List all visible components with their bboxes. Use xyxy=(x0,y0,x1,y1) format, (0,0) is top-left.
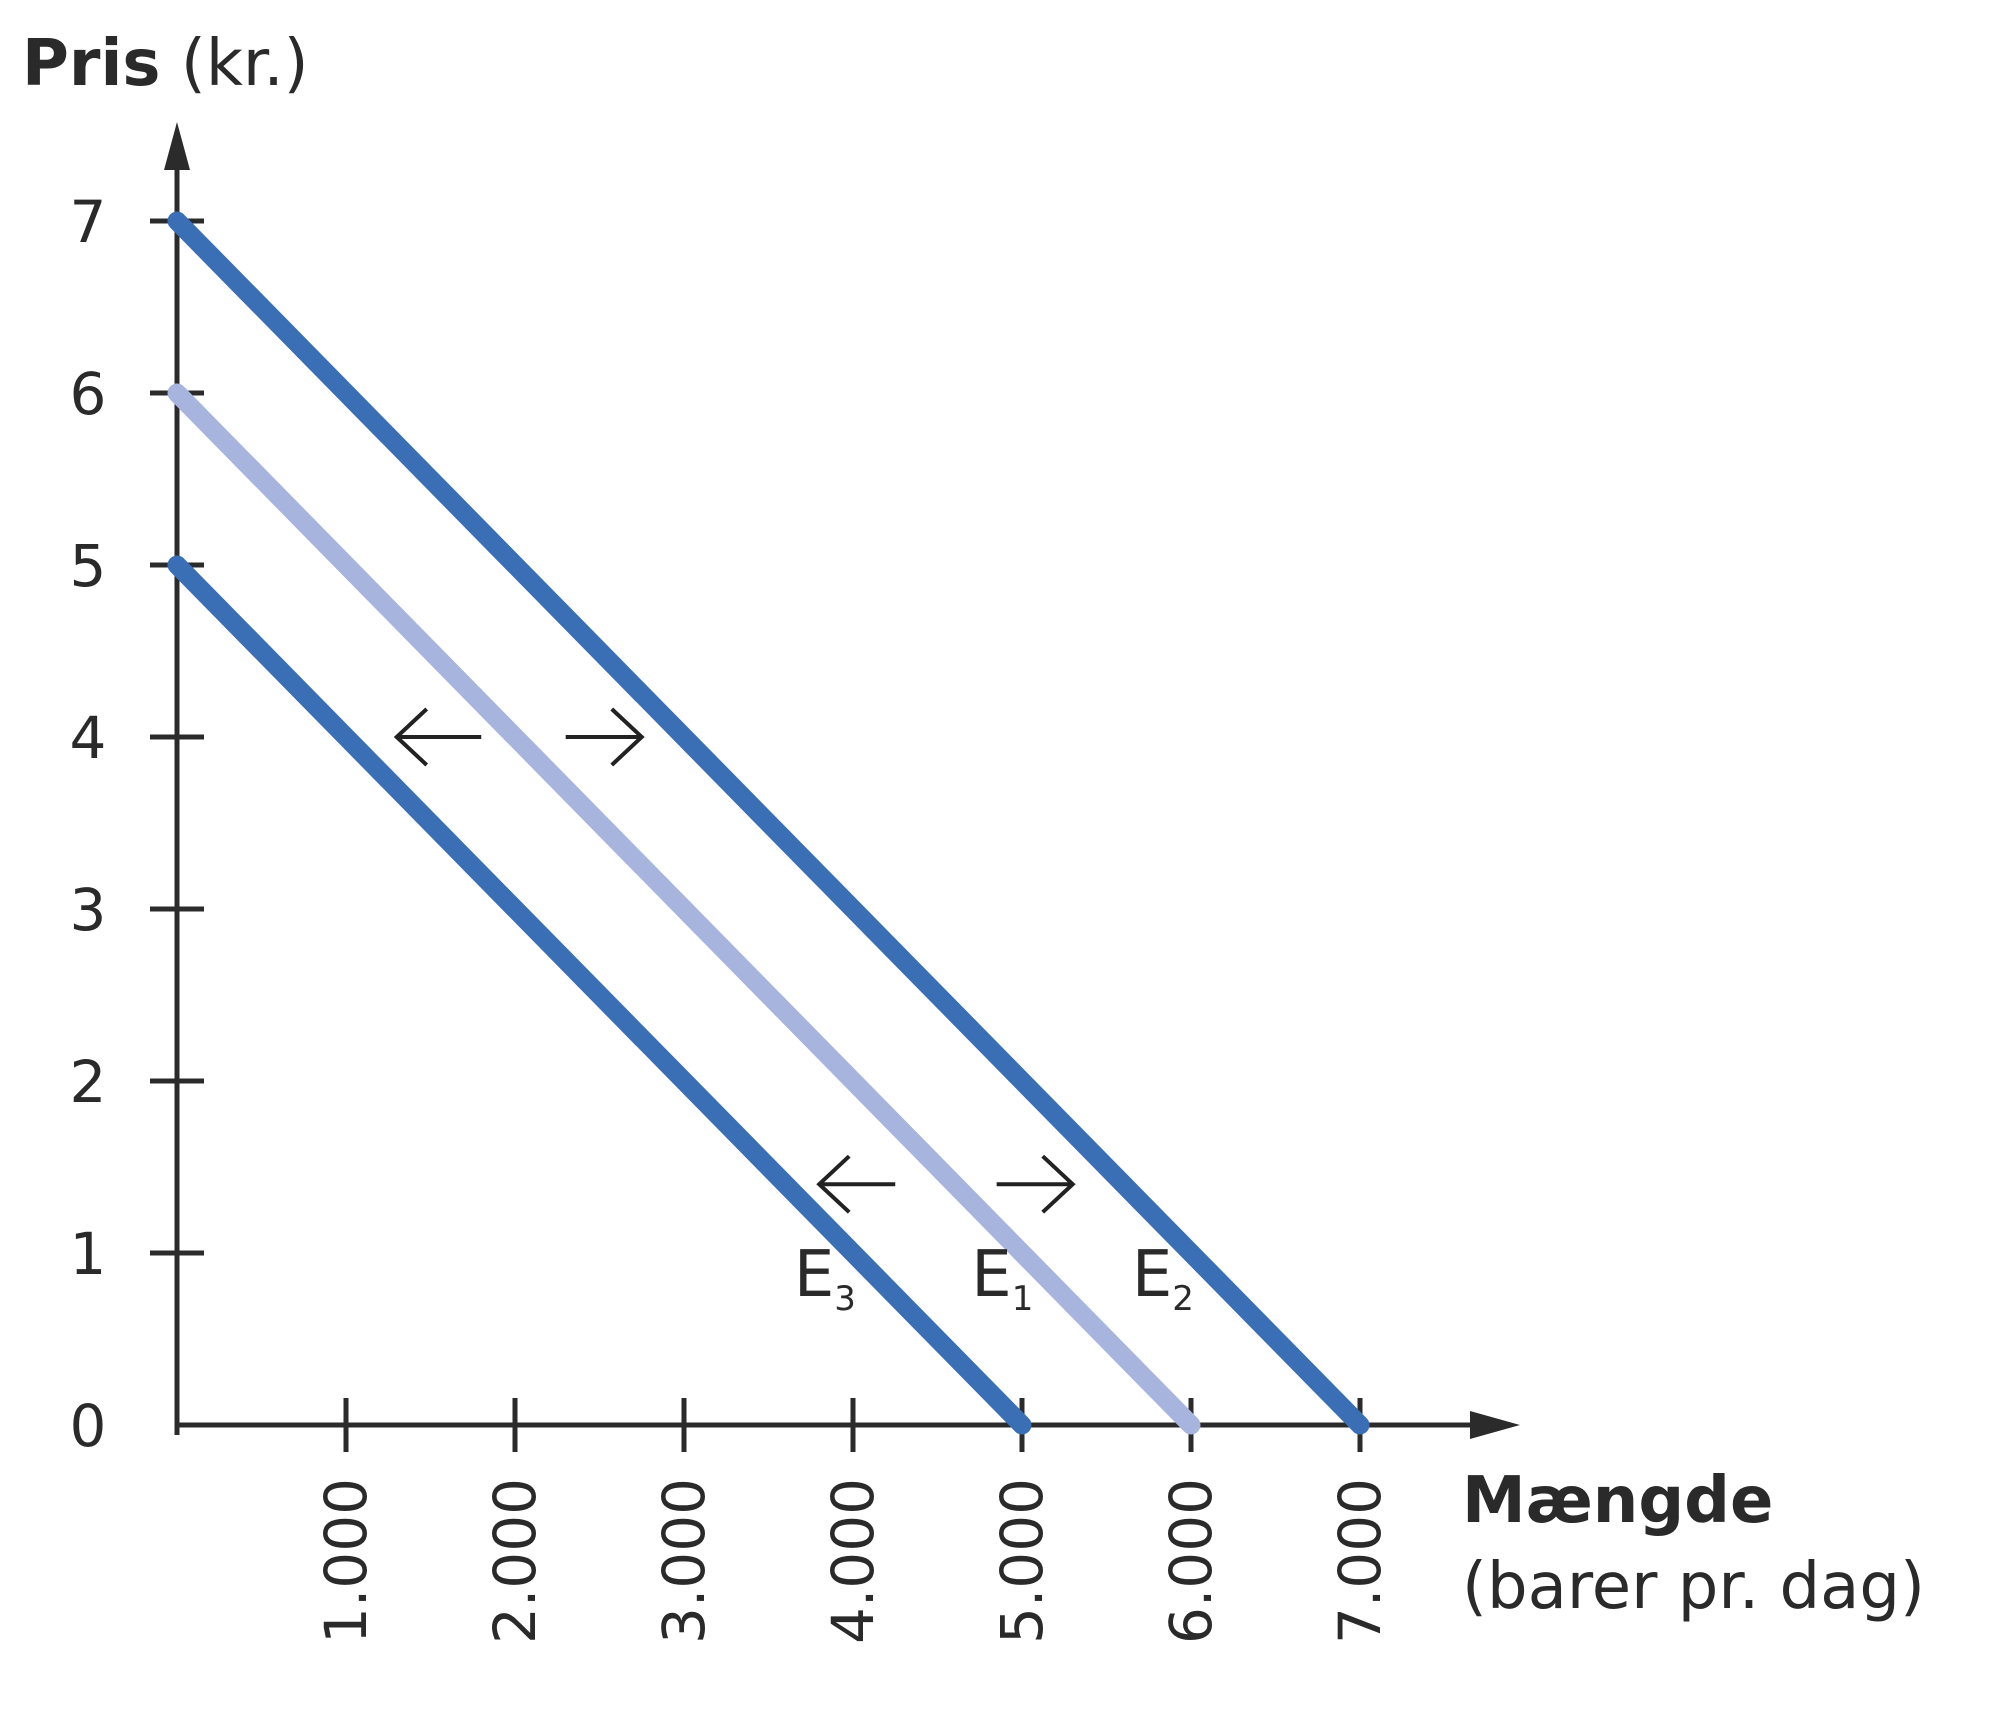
series-label-subscript: 1 xyxy=(1012,1279,1034,1319)
x-axis-arrow-icon xyxy=(1470,1411,1520,1439)
demand-line-E2 xyxy=(167,211,1370,1435)
x-axis-unit: (barer pr. dag) xyxy=(1462,1550,1925,1624)
x-tick-label: 6.000 xyxy=(1157,1478,1225,1644)
x-tick-label: 1.000 xyxy=(312,1478,380,1644)
y-tick-label: 5 xyxy=(70,532,107,600)
arrow-left-icon xyxy=(393,707,482,767)
y-tick-label: 6 xyxy=(70,360,107,428)
demand-line-E1 xyxy=(167,383,1201,1435)
x-tick-label: 4.000 xyxy=(819,1478,887,1644)
arrow-right-icon xyxy=(996,1154,1076,1214)
x-tick-label: 5.000 xyxy=(988,1478,1056,1644)
y-tick-label: 4 xyxy=(70,704,107,772)
x-axis-label: Mængde xyxy=(1462,1464,1773,1538)
y-tick-label: 3 xyxy=(70,876,107,944)
x-tick-label: 7.000 xyxy=(1326,1478,1394,1644)
y-tick-label: 2 xyxy=(70,1048,107,1116)
series-label-subscript: 3 xyxy=(834,1279,856,1319)
arrow-right-icon xyxy=(565,707,645,767)
series-label-subscript: 2 xyxy=(1172,1279,1194,1319)
y-tick-label: 0 xyxy=(70,1392,107,1460)
y-tick-label: 1 xyxy=(70,1220,107,1288)
x-tick-label: 3.000 xyxy=(650,1478,718,1644)
x-tick-label: 2.000 xyxy=(481,1478,549,1644)
demand-line-E3 xyxy=(167,555,1032,1435)
y-axis-arrow-icon xyxy=(164,122,190,170)
arrow-left-icon xyxy=(816,1154,896,1214)
y-tick-label: 7 xyxy=(70,188,107,256)
y-axis-label: Pris (kr.) xyxy=(22,27,309,101)
